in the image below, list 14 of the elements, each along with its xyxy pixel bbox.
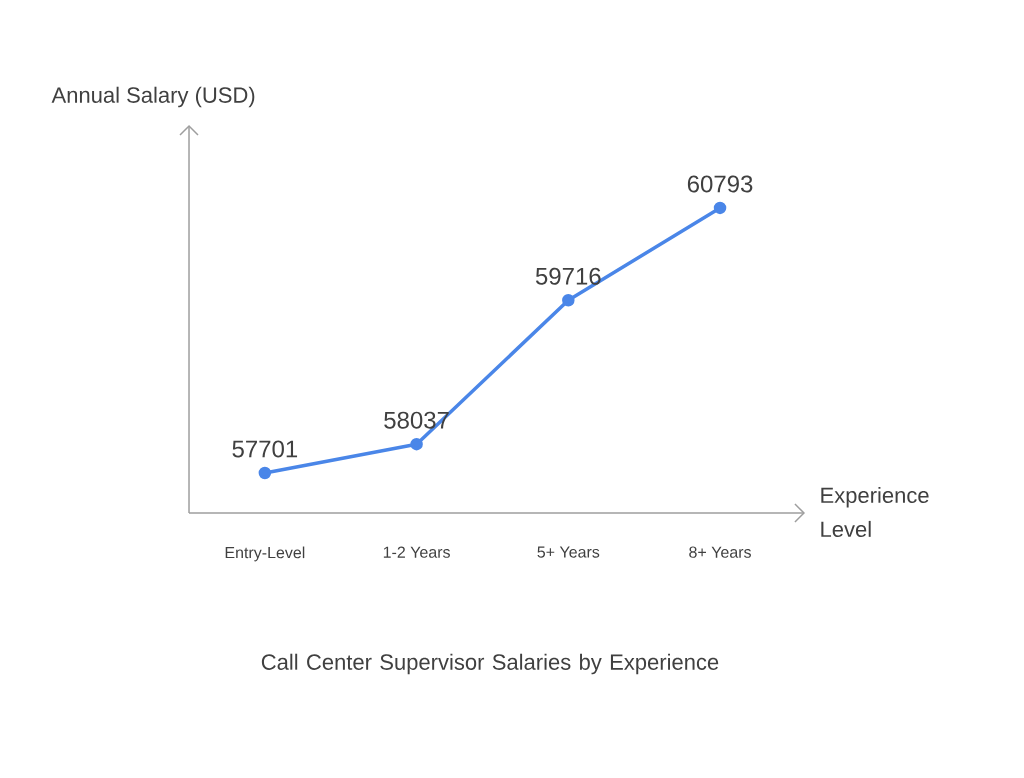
data-label: 60793 (687, 175, 753, 193)
point (410, 437, 423, 451)
x-axis-title: Experience Level (821, 486, 929, 538)
point (713, 201, 727, 215)
data-label: 57701 (232, 440, 298, 458)
x-tick-label: Entry-Level (225, 546, 305, 562)
data-label: 59716 (535, 267, 601, 285)
text: Call Center Supervisor Salaries by Experience (261, 653, 719, 675)
x-tick-label: 5+ Years (537, 546, 600, 558)
point (562, 294, 575, 307)
point (258, 466, 272, 480)
y-axis-title: Annual Salary (USD) (51, 86, 255, 108)
x-tick-label: 8+ Years (689, 546, 751, 558)
x-tick-label: 1-2 Years (383, 546, 450, 558)
